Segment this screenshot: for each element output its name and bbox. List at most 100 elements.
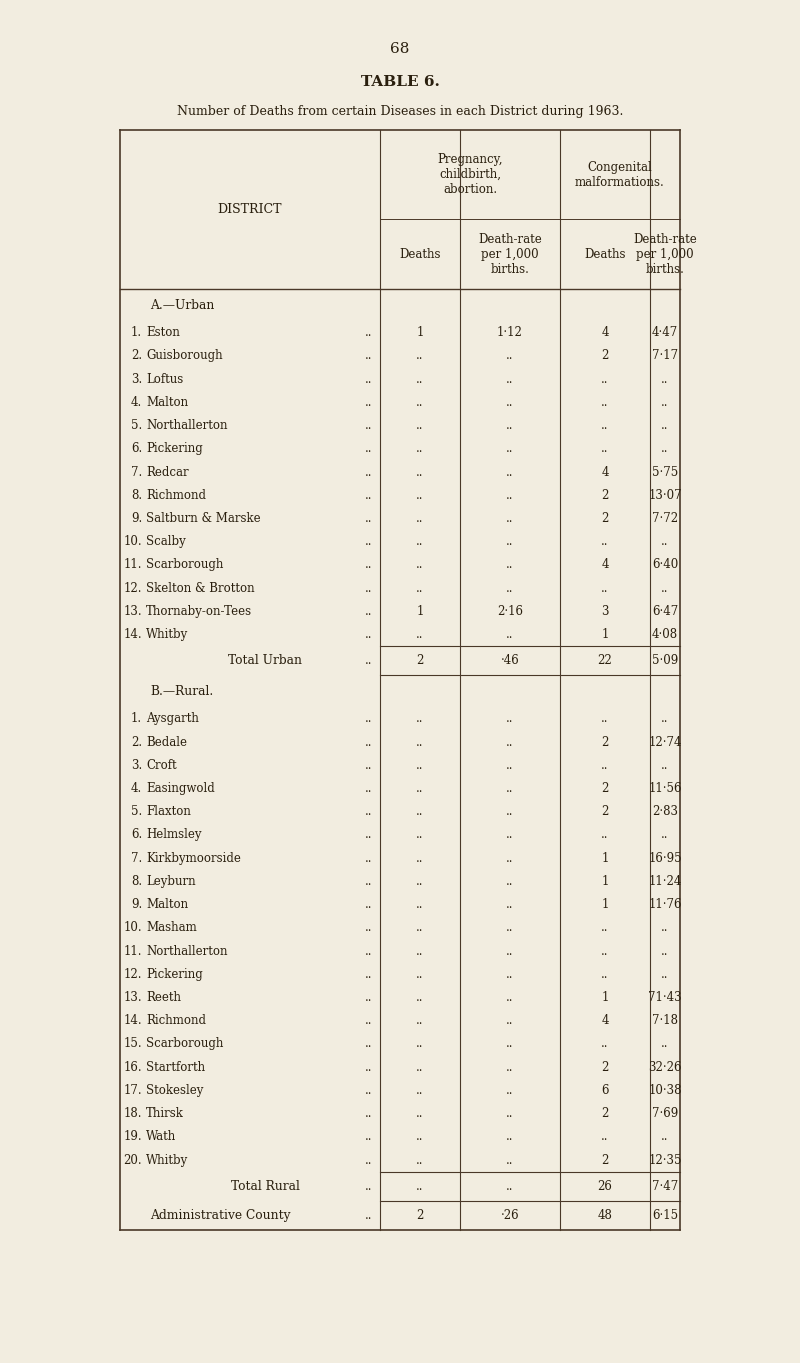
Text: 6.: 6.: [130, 442, 142, 455]
Text: 14.: 14.: [123, 1014, 142, 1028]
Text: 4: 4: [602, 466, 609, 478]
Text: 13·07: 13·07: [648, 489, 682, 502]
Text: ..: ..: [365, 1209, 372, 1221]
Text: Pickering: Pickering: [146, 442, 202, 455]
Text: ..: ..: [602, 395, 609, 409]
Text: Skelton & Brotton: Skelton & Brotton: [146, 582, 254, 594]
Text: ..: ..: [416, 736, 424, 748]
Text: 2: 2: [602, 782, 609, 795]
Text: ..: ..: [506, 1084, 514, 1097]
Text: ..: ..: [602, 968, 609, 981]
Text: Total Urban: Total Urban: [228, 654, 302, 668]
Text: ..: ..: [365, 1037, 372, 1051]
Text: ..: ..: [506, 559, 514, 571]
Text: ..: ..: [506, 372, 514, 386]
Text: ..: ..: [506, 489, 514, 502]
Text: ..: ..: [662, 713, 669, 725]
Text: Startforth: Startforth: [146, 1060, 205, 1074]
Text: 6: 6: [602, 1084, 609, 1097]
Text: 9.: 9.: [130, 512, 142, 525]
Text: ..: ..: [365, 713, 372, 725]
Text: ..: ..: [416, 536, 424, 548]
Text: ..: ..: [365, 512, 372, 525]
Text: ..: ..: [506, 512, 514, 525]
Text: ..: ..: [365, 372, 372, 386]
Text: ..: ..: [602, 442, 609, 455]
Text: ..: ..: [662, 759, 669, 771]
Text: Stokesley: Stokesley: [146, 1084, 203, 1097]
Text: ..: ..: [506, 713, 514, 725]
Text: 7.: 7.: [130, 852, 142, 864]
Text: Scarborough: Scarborough: [146, 559, 223, 571]
Text: ..: ..: [662, 442, 669, 455]
Text: ·46: ·46: [501, 654, 519, 668]
Text: A.—Urban: A.—Urban: [150, 298, 214, 312]
Text: 4: 4: [602, 559, 609, 571]
Text: 10.: 10.: [123, 536, 142, 548]
Text: ..: ..: [416, 991, 424, 1005]
Text: 11·76: 11·76: [648, 898, 682, 910]
Text: 1: 1: [602, 628, 609, 641]
Text: ..: ..: [506, 921, 514, 934]
Text: ..: ..: [662, 582, 669, 594]
Text: 2: 2: [602, 806, 609, 818]
Text: ..: ..: [602, 829, 609, 841]
Text: 6·15: 6·15: [652, 1209, 678, 1221]
Text: 5·75: 5·75: [652, 466, 678, 478]
Text: 1·12: 1·12: [497, 326, 523, 339]
Text: 4·47: 4·47: [652, 326, 678, 339]
Text: ..: ..: [506, 628, 514, 641]
Text: 14.: 14.: [123, 628, 142, 641]
Text: Easingwold: Easingwold: [146, 782, 214, 795]
Text: 3.: 3.: [130, 759, 142, 771]
Text: 22: 22: [598, 654, 612, 668]
Text: ..: ..: [506, 349, 514, 363]
Text: ..: ..: [506, 1107, 514, 1120]
Text: 2.: 2.: [131, 736, 142, 748]
Text: Northallerton: Northallerton: [146, 418, 227, 432]
Text: ..: ..: [602, 372, 609, 386]
Text: ..: ..: [506, 536, 514, 548]
Text: ..: ..: [365, 466, 372, 478]
Text: ..: ..: [506, 875, 514, 887]
Text: ..: ..: [662, 395, 669, 409]
Text: ..: ..: [506, 418, 514, 432]
Text: ..: ..: [365, 829, 372, 841]
Text: Whitby: Whitby: [146, 628, 188, 641]
Text: Death-rate
per 1,000
births.: Death-rate per 1,000 births.: [478, 233, 542, 275]
Text: ..: ..: [365, 782, 372, 795]
Text: ..: ..: [416, 1153, 424, 1167]
Text: ..: ..: [416, 466, 424, 478]
Text: 26: 26: [598, 1180, 613, 1193]
Text: 2·83: 2·83: [652, 806, 678, 818]
Text: ..: ..: [506, 991, 514, 1005]
Text: 15.: 15.: [123, 1037, 142, 1051]
Text: ..: ..: [416, 921, 424, 934]
Text: ..: ..: [662, 1037, 669, 1051]
Text: 2: 2: [602, 512, 609, 525]
Text: ..: ..: [506, 395, 514, 409]
Text: 2: 2: [602, 1153, 609, 1167]
Text: ..: ..: [416, 489, 424, 502]
Text: ..: ..: [365, 875, 372, 887]
Text: 2: 2: [602, 736, 609, 748]
Text: ..: ..: [506, 736, 514, 748]
Text: TABLE 6.: TABLE 6.: [361, 75, 439, 89]
Text: Pregnancy,
childbirth,
abortion.: Pregnancy, childbirth, abortion.: [438, 153, 502, 196]
Text: 1: 1: [416, 326, 424, 339]
Text: ..: ..: [416, 582, 424, 594]
Text: 7·69: 7·69: [652, 1107, 678, 1120]
Text: ..: ..: [416, 968, 424, 981]
Text: ·26: ·26: [501, 1209, 519, 1221]
Text: Wath: Wath: [146, 1130, 176, 1144]
Text: Death-rate
per 1,000
births.: Death-rate per 1,000 births.: [633, 233, 697, 275]
Text: Masham: Masham: [146, 921, 197, 934]
Text: 4.: 4.: [130, 782, 142, 795]
Text: ..: ..: [416, 559, 424, 571]
Text: ..: ..: [506, 1153, 514, 1167]
Text: ..: ..: [416, 1037, 424, 1051]
Text: ..: ..: [506, 1014, 514, 1028]
Text: ..: ..: [506, 898, 514, 910]
Text: 32·26: 32·26: [648, 1060, 682, 1074]
Text: ..: ..: [416, 442, 424, 455]
